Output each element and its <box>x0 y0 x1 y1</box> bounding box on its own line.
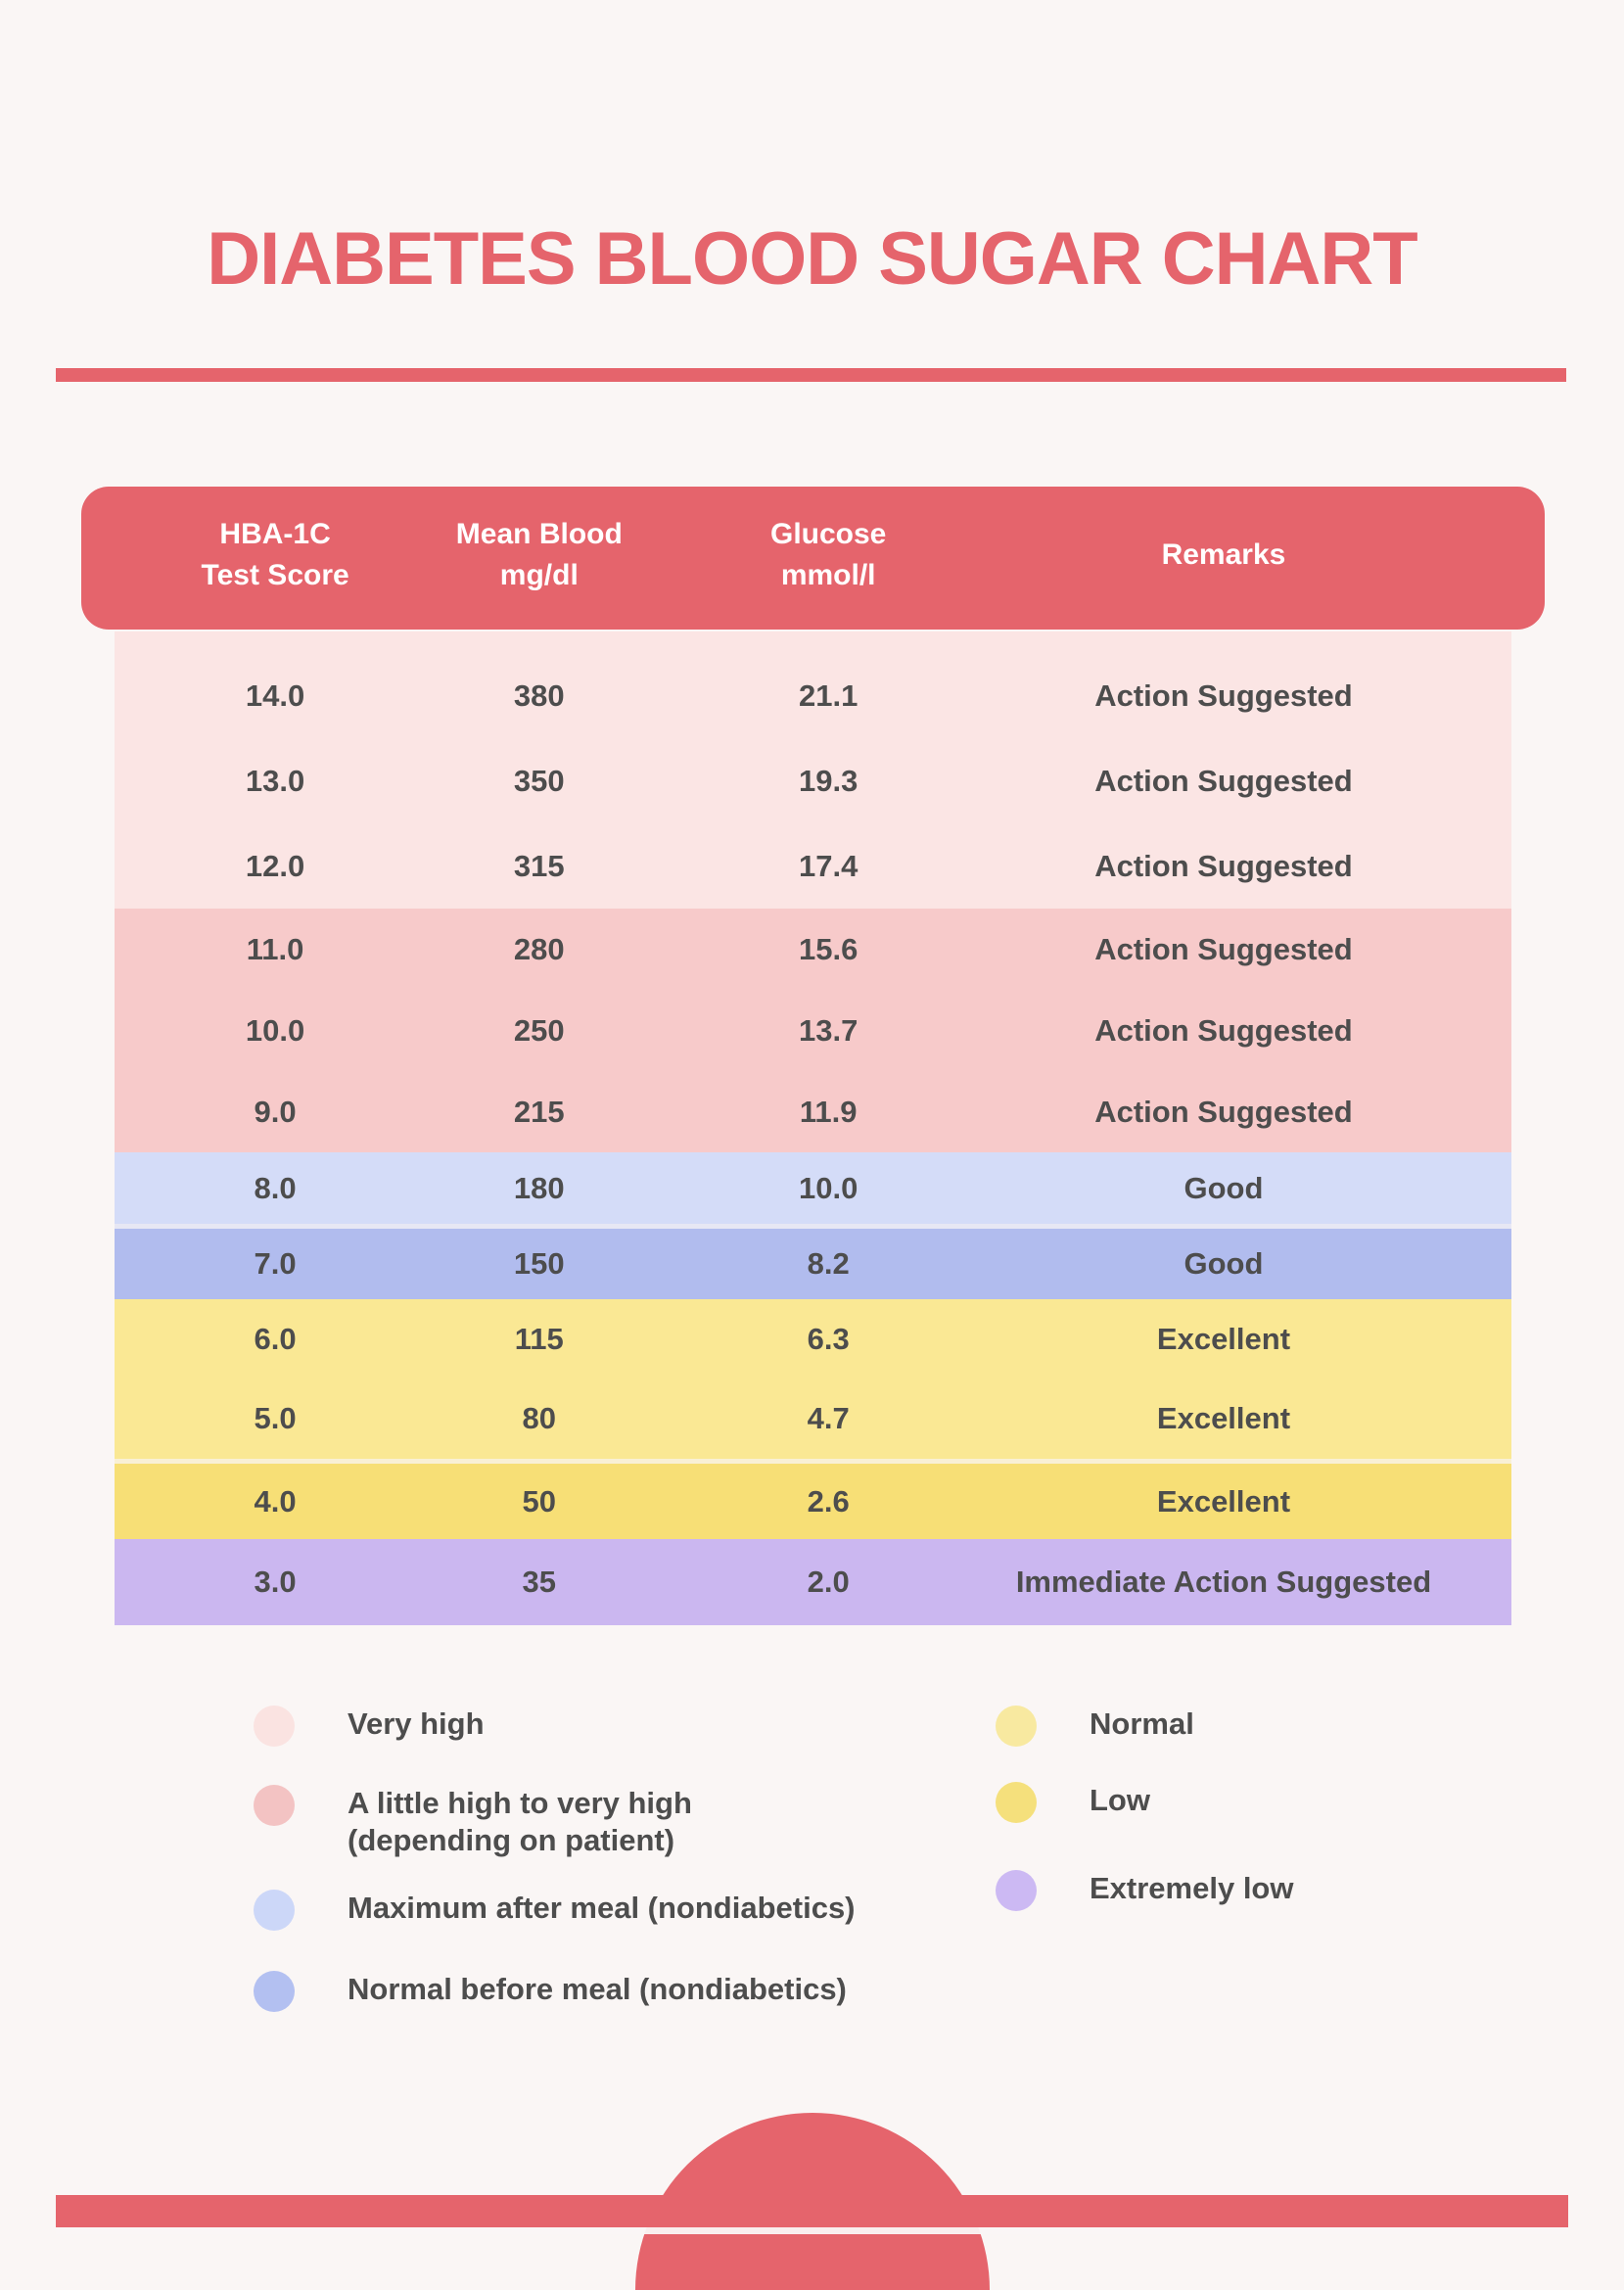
table-row: 6.0 115 6.3 Excellent <box>115 1299 1511 1379</box>
table-cell: 180 <box>513 1170 565 1205</box>
table-cell: Excellent <box>1156 1483 1291 1519</box>
legend-label: Very high <box>348 1706 485 1741</box>
table-cell: 8.0 <box>254 1170 297 1205</box>
table-row: 11.0 280 15.6 Action Suggested <box>115 909 1511 990</box>
table-cell: Good <box>1183 1170 1264 1205</box>
table-row: 7.0 150 8.2 Good <box>115 1229 1511 1299</box>
table-cell: 21.1 <box>799 678 858 713</box>
blood-sugar-table: HBA-1C Test Score Mean Blood mg/dl Glucose mm… <box>81 487 1545 1625</box>
table-row: 14.0 380 21.1 Action Suggested <box>115 653 1511 738</box>
table-row: 13.0 350 19.3 Action Suggested <box>115 738 1511 823</box>
legend-label: Low <box>1090 1783 1150 1817</box>
table-cell: 19.3 <box>799 763 858 798</box>
table-cell: Action Suggested <box>1094 931 1353 966</box>
table-cell: 10.0 <box>799 1170 858 1205</box>
legend-item: Extremely low <box>996 1870 1293 1911</box>
column-header-glucose: Glucose mmol/l <box>769 518 887 591</box>
legend-color-dot <box>996 1782 1037 1823</box>
table-cell: 50 <box>522 1483 557 1519</box>
table-cell: 17.4 <box>799 848 858 883</box>
column-header-mean-blood: Mean Blood mg/dl <box>455 518 623 591</box>
table-row: 10.0 250 13.7 Action Suggested <box>115 990 1511 1071</box>
table-header-row: HBA-1C Test Score Mean Blood mg/dl Glucose mm… <box>81 487 1545 630</box>
table-section: 11.0 280 15.6 Action Suggested 10.0 250 13.7 Ac… <box>115 909 1511 1152</box>
legend-label: Normal before meal (nondiabetics) <box>348 1972 847 2006</box>
table-section: 6.0 115 6.3 Excellent 5.0 80 4.7 Excellent <box>115 1299 1511 1459</box>
table-cell: Action Suggested <box>1094 1012 1353 1048</box>
table-cell: 11.0 <box>246 931 304 966</box>
table-row: 4.0 50 2.6 Excellent <box>115 1464 1511 1539</box>
legend-label: Extremely low <box>1090 1871 1294 1905</box>
legend-item: Normal before meal (nondiabetics) <box>254 1971 847 2012</box>
table-cell: Excellent <box>1156 1401 1291 1436</box>
table-cell: 350 <box>513 763 565 798</box>
legend-color-dot <box>996 1870 1037 1911</box>
legend-color-dot <box>254 1785 295 1826</box>
page-title: DIABETES BLOOD SUGAR CHART <box>207 217 1417 301</box>
table-cell: 13.0 <box>245 763 305 798</box>
table-row: 8.0 180 10.0 Good <box>115 1152 1511 1224</box>
column-header-hba1c: HBA-1C Test Score <box>201 518 349 591</box>
table-cell: Action Suggested <box>1094 848 1353 883</box>
table-row: 5.0 80 4.7 Excellent <box>115 1379 1511 1460</box>
legend-color-dot <box>996 1706 1037 1747</box>
table-cell: 15.6 <box>799 931 858 966</box>
footer-bar <box>56 2195 1568 2227</box>
table-cell: 4.0 <box>254 1483 297 1519</box>
table-row: 9.0 215 11.9 Action Suggested <box>115 1071 1511 1152</box>
table-cell: Good <box>1183 1246 1264 1281</box>
table-cell: 13.7 <box>799 1012 858 1048</box>
legend-item: A little high to very high (depending on… <box>254 1785 692 1859</box>
table-cell: 6.0 <box>254 1321 297 1356</box>
table-cell: 2.6 <box>807 1483 850 1519</box>
table-cell: 5.0 <box>254 1401 297 1436</box>
table-section: 4.0 50 2.6 Excellent <box>115 1459 1511 1539</box>
table-cell: 35 <box>522 1565 557 1599</box>
legend-color-dot <box>254 1706 295 1747</box>
legend-color-dot <box>254 1971 295 2012</box>
table-cell: 8.2 <box>807 1246 850 1281</box>
legend-item: Normal <box>996 1706 1194 1747</box>
title-divider <box>56 368 1566 382</box>
legend-label: A little high to very high (depending on… <box>348 1786 692 1857</box>
table-body: 14.0 380 21.1 Action Suggested 13.0 350 19.3 Ac… <box>115 631 1511 1625</box>
legend-color-dot <box>254 1890 295 1931</box>
table-cell: 7.0 <box>254 1246 297 1281</box>
table-cell: 11.9 <box>799 1094 858 1129</box>
table-section: 8.0 180 10.0 Good <box>115 1152 1511 1224</box>
table-row: 3.0 35 2.0 Immediate Action Suggested <box>115 1539 1511 1625</box>
table-row: 12.0 315 17.4 Action Suggested <box>115 823 1511 909</box>
table-section: 3.0 35 2.0 Immediate Action Suggested <box>115 1539 1511 1625</box>
table-cell: 215 <box>513 1094 565 1129</box>
table-cell: 150 <box>513 1246 565 1281</box>
table-cell: 2.0 <box>807 1565 850 1599</box>
table-cell: 280 <box>513 931 565 966</box>
table-cell: 9.0 <box>254 1094 297 1129</box>
table-cell: 4.7 <box>807 1401 850 1436</box>
legend-label: Normal <box>1090 1706 1194 1741</box>
table-cell: 12.0 <box>245 848 305 883</box>
legend-item: Maximum after meal (nondiabetics) <box>254 1890 856 1931</box>
table-section: 7.0 150 8.2 Good <box>115 1224 1511 1299</box>
table-cell: Immediate Action Suggested <box>1015 1565 1432 1599</box>
table-cell: Action Suggested <box>1094 678 1353 713</box>
table-cell: 14.0 <box>245 678 305 713</box>
table-cell: 3.0 <box>254 1565 297 1599</box>
legend-item: Low <box>996 1782 1150 1823</box>
table-cell: 250 <box>513 1012 565 1048</box>
table-cell: 315 <box>513 848 565 883</box>
table-cell: 10.0 <box>245 1012 305 1048</box>
table-cell: Action Suggested <box>1094 763 1353 798</box>
table-cell: 80 <box>522 1401 557 1436</box>
table-cell: Action Suggested <box>1094 1094 1353 1129</box>
column-header-remarks: Remarks <box>1161 538 1286 571</box>
table-cell: 6.3 <box>807 1321 850 1356</box>
table-cell: 115 <box>514 1321 564 1356</box>
legend-label: Maximum after meal (nondiabetics) <box>348 1891 856 1925</box>
table-section: 14.0 380 21.1 Action Suggested 13.0 350 19.3 Ac… <box>115 631 1511 909</box>
table-cell: 380 <box>513 678 565 713</box>
table-cell: Excellent <box>1156 1321 1291 1356</box>
legend-item: Very high <box>254 1706 485 1747</box>
